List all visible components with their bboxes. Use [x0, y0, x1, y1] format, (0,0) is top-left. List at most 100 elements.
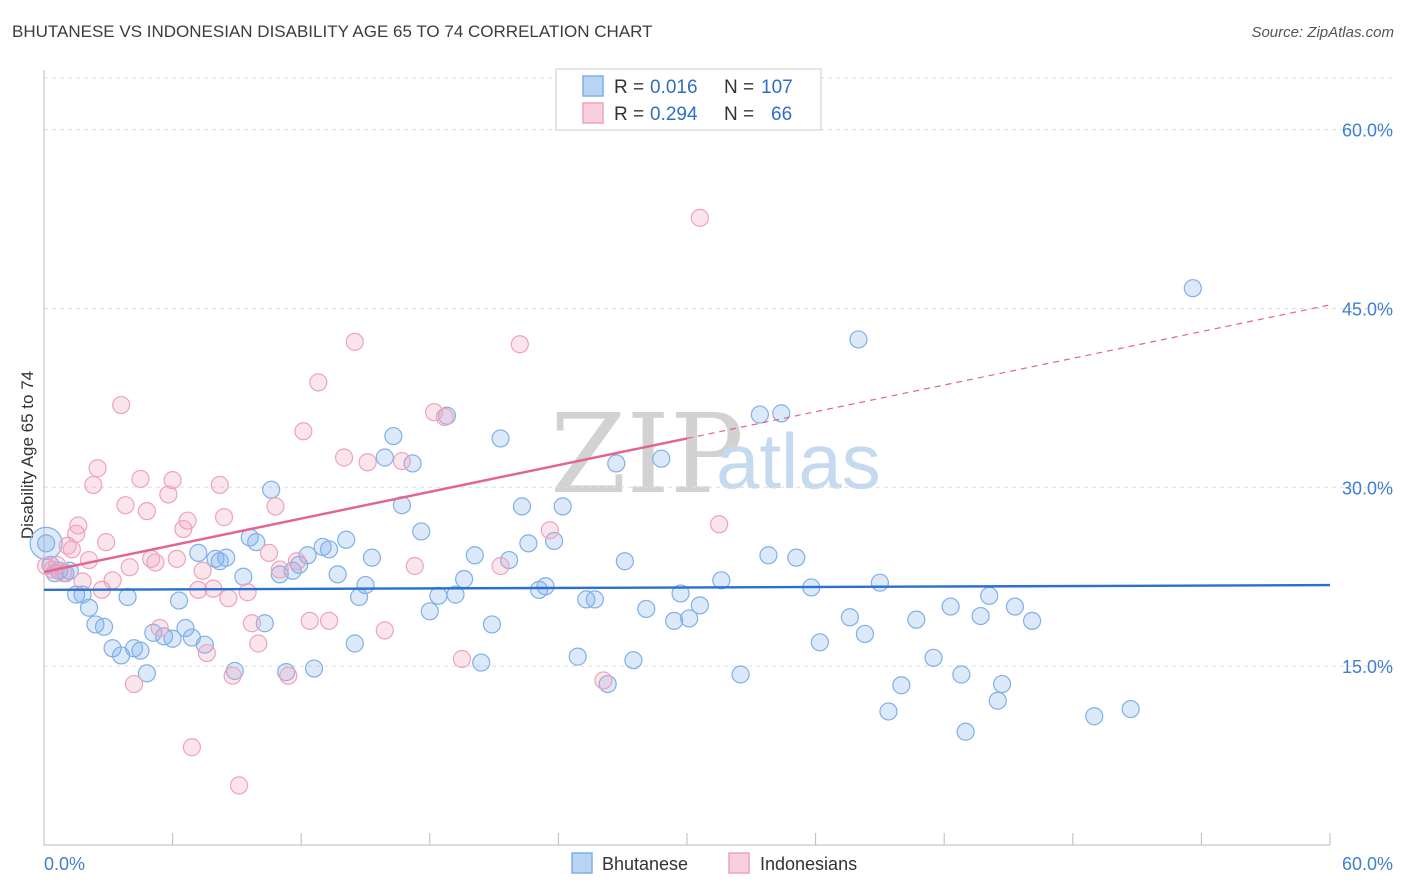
series-legend: Bhutanese Indonesians: [571, 852, 857, 874]
data-point: [103, 571, 122, 590]
x-tick-label-min: 0.0%: [44, 854, 85, 874]
data-point: [174, 519, 193, 539]
data-point: [304, 659, 324, 678]
data-point: [870, 573, 890, 592]
legend-n-label-1: N =: [724, 104, 754, 125]
legend-n-value-1: 66: [771, 104, 792, 125]
data-point: [97, 533, 116, 552]
data-point: [429, 586, 448, 605]
data-point: [585, 590, 604, 609]
data-point: [262, 480, 281, 499]
data-point: [879, 702, 898, 721]
data-point: [731, 665, 750, 684]
data-point: [384, 426, 403, 446]
data-point: [420, 602, 439, 621]
legend-r-label-1: R =: [614, 104, 644, 125]
data-point: [270, 560, 289, 579]
data-point: [712, 571, 731, 590]
data-point: [298, 546, 317, 565]
data-point: [137, 664, 156, 683]
data-point: [971, 606, 990, 626]
data-point: [849, 330, 868, 349]
data-point: [358, 453, 377, 472]
data-point: [328, 565, 347, 584]
data-point: [337, 530, 356, 549]
data-point: [249, 634, 268, 653]
data-point: [120, 558, 139, 577]
data-point: [465, 546, 484, 565]
data-point: [79, 550, 99, 570]
x-tick-label-max: 60.0%: [1342, 854, 1393, 874]
bottom-legend-label-indonesians: Indonesians: [760, 854, 857, 874]
data-point: [907, 610, 926, 629]
data-point: [242, 614, 262, 633]
data-point: [892, 676, 911, 695]
data-point: [750, 405, 769, 424]
data-point: [375, 448, 394, 467]
data-point: [665, 611, 684, 630]
data-point: [234, 567, 253, 586]
data-point: [952, 665, 971, 684]
y-tick-label: 60.0%: [1342, 121, 1393, 141]
data-point: [118, 587, 137, 607]
data-point: [345, 634, 364, 653]
data-point: [772, 404, 791, 423]
data-point: [435, 407, 454, 427]
trend-lines: [43, 304, 1331, 592]
data-point: [624, 651, 643, 670]
data-point: [266, 497, 285, 516]
data-point: [510, 335, 529, 354]
data-point: [159, 485, 178, 504]
data-point: [300, 611, 319, 630]
data-point: [454, 570, 474, 589]
data-point: [941, 597, 960, 616]
legend-swatch-indonesians: [582, 102, 604, 124]
y-tick-label: 15.0%: [1342, 657, 1393, 677]
y-tick-label: 30.0%: [1342, 478, 1393, 498]
data-point: [787, 548, 806, 567]
data-point: [124, 674, 144, 694]
data-point: [392, 451, 412, 471]
data-point: [229, 776, 249, 795]
data-point: [94, 617, 114, 636]
data-point: [680, 609, 699, 628]
data-point: [568, 647, 587, 666]
data-point: [607, 454, 626, 473]
data-point: [1121, 699, 1140, 719]
legend-r-label-0: R =: [614, 77, 644, 98]
y-tick-label: 45.0%: [1342, 299, 1393, 319]
data-point: [491, 429, 510, 448]
legend-n-value-0: 107: [761, 77, 793, 98]
trend-line: [43, 437, 688, 574]
data-point: [519, 534, 538, 553]
y-tick-labels: 15.0% 30.0% 45.0% 60.0%: [1342, 121, 1393, 678]
data-point: [446, 585, 465, 604]
data-point: [182, 738, 201, 757]
x-ticks: [43, 833, 1331, 845]
data-point: [536, 577, 555, 596]
data-point: [840, 608, 859, 627]
data-point: [150, 618, 169, 638]
data-point: [219, 589, 238, 608]
data-point: [255, 614, 274, 633]
data-point: [259, 543, 279, 562]
chart-title: BHUTANESE VS INDONESIAN DISABILITY AGE 6…: [12, 22, 653, 41]
data-point: [553, 497, 572, 516]
watermark-atlas: atlas: [716, 417, 881, 505]
data-point: [84, 475, 103, 495]
data-point: [294, 422, 313, 441]
data-point: [223, 666, 242, 685]
data-point: [1022, 611, 1042, 630]
bottom-legend-label-bhutanese: Bhutanese: [602, 854, 688, 874]
data-point: [405, 556, 424, 576]
data-point: [424, 403, 444, 422]
data-point: [69, 516, 88, 535]
data-point: [279, 666, 298, 685]
data-point: [980, 586, 999, 605]
data-point: [163, 629, 182, 648]
data-point: [334, 448, 354, 467]
data-point: [319, 540, 339, 559]
data-point: [545, 531, 564, 551]
data-point: [189, 543, 208, 562]
data-point: [37, 534, 56, 553]
